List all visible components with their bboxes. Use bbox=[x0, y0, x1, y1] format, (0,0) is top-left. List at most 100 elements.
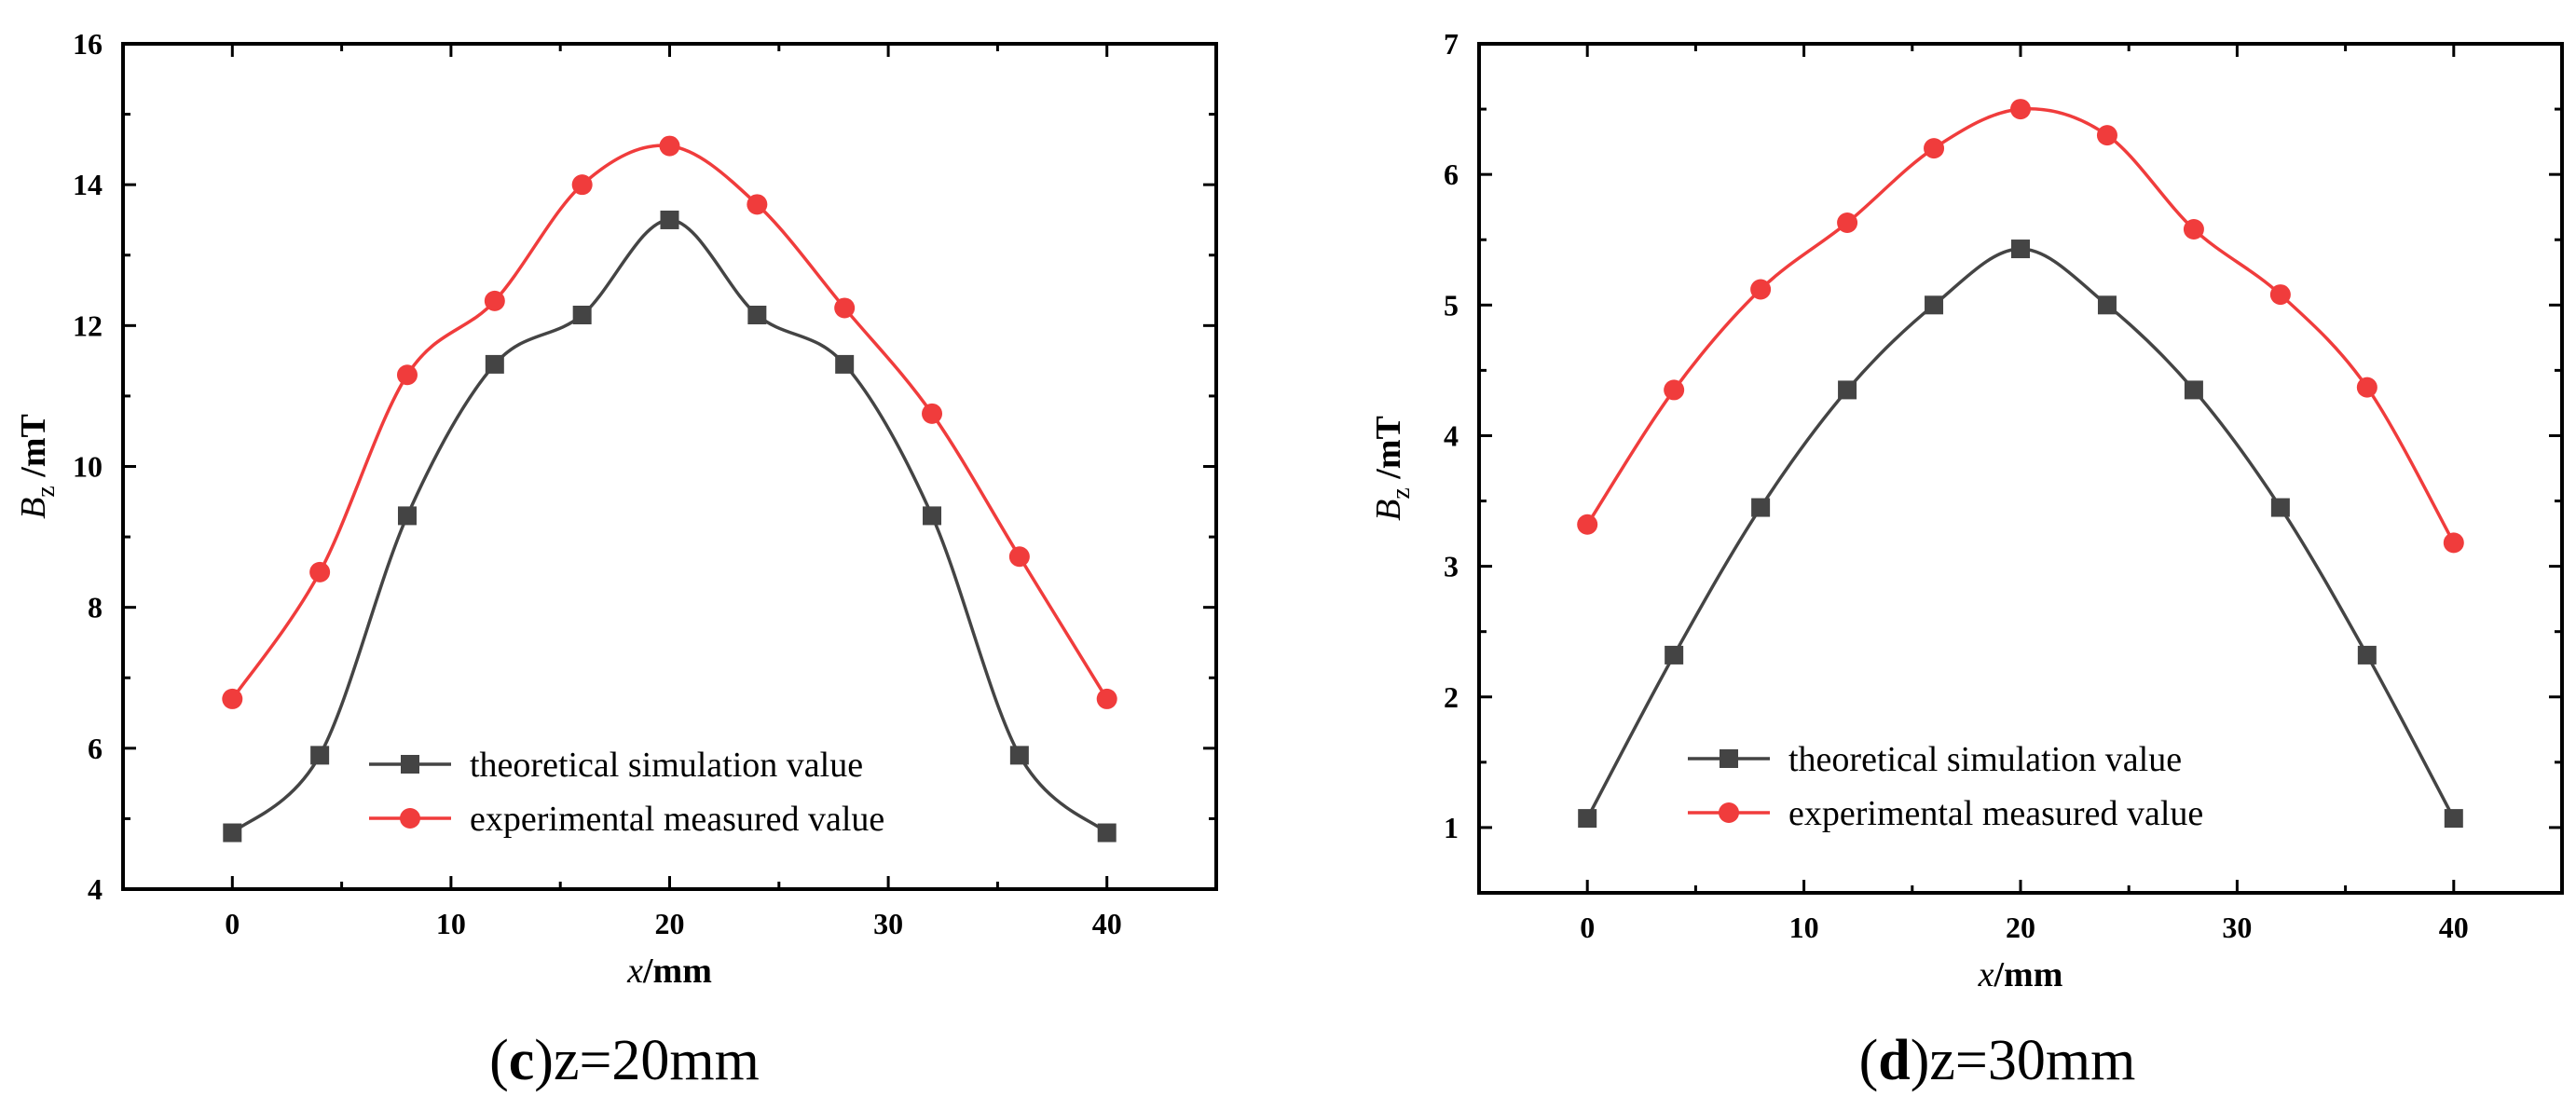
x-tick-label: 20 bbox=[655, 907, 685, 940]
data-point-circle bbox=[1750, 279, 1772, 300]
caption-prefix: ( bbox=[1859, 1029, 1879, 1092]
legend-label: theoretical simulation value bbox=[1788, 740, 2182, 779]
data-point-square bbox=[310, 746, 330, 765]
data-point-circle bbox=[1096, 688, 1117, 709]
x-tick-label: 40 bbox=[2439, 911, 2469, 944]
data-point-circle bbox=[922, 403, 943, 424]
y-tick-label: 7 bbox=[1444, 27, 1459, 61]
data-point-square bbox=[1751, 498, 1771, 517]
caption-rest: )z=30mm bbox=[1911, 1029, 2136, 1092]
data-point-circle bbox=[396, 364, 418, 386]
y-tick-label: 1 bbox=[1444, 811, 1459, 844]
y-tick-label: 3 bbox=[1444, 550, 1459, 583]
x-tick-label: 30 bbox=[2222, 911, 2252, 944]
data-point-square bbox=[2270, 498, 2290, 517]
data-point-square bbox=[1097, 823, 1117, 843]
data-point-square bbox=[2444, 809, 2463, 829]
x-tick-label: 40 bbox=[1092, 907, 1122, 940]
data-point-circle bbox=[2356, 377, 2377, 398]
legend-marker-square bbox=[401, 755, 419, 774]
x-axis-unit: /mm bbox=[642, 952, 712, 991]
y-axis-var: B bbox=[14, 498, 53, 519]
y-tick-label: 6 bbox=[88, 732, 103, 765]
data-point-circle bbox=[309, 561, 331, 582]
legend-marker-circle bbox=[400, 808, 420, 829]
data-point-square bbox=[923, 506, 942, 526]
legend-label: theoretical simulation value bbox=[470, 746, 863, 785]
x-tick-label: 10 bbox=[1789, 911, 1819, 944]
y-tick-label: 12 bbox=[73, 308, 103, 342]
data-point-square bbox=[223, 823, 242, 843]
legend-label: experimental measured value bbox=[1788, 794, 2203, 833]
caption-letter: d bbox=[1878, 1029, 1910, 1092]
y-tick-label: 14 bbox=[73, 168, 103, 201]
data-point-circle bbox=[1837, 212, 1858, 234]
data-point-circle bbox=[1008, 546, 1030, 568]
data-point-circle bbox=[2096, 125, 2117, 146]
data-point-square bbox=[1578, 809, 1597, 829]
data-point-circle bbox=[834, 297, 856, 319]
data-point-square bbox=[660, 210, 679, 229]
series-line bbox=[231, 218, 1108, 834]
caption-letter: c bbox=[509, 1029, 535, 1092]
y-tick-label: 4 bbox=[1444, 418, 1459, 452]
x-tick-label: 0 bbox=[1580, 911, 1595, 944]
data-point-circle bbox=[747, 194, 768, 215]
y-axis-sub: z bbox=[32, 486, 61, 497]
y-axis-sub: z bbox=[1387, 487, 1416, 499]
y-axis-title: Bz /mT bbox=[1369, 416, 1416, 521]
x-axis-title: x/mm bbox=[1978, 955, 2063, 994]
series-line bbox=[1585, 106, 2456, 544]
x-tick-label: 10 bbox=[436, 907, 466, 940]
chart-d: 0 10 20 30 40 1 2 3 4 5 6 7 x/mm Bz /mT theoretical si… bbox=[1369, 27, 2564, 1092]
legend-label: experimental measured value bbox=[470, 800, 884, 839]
data-point-circle bbox=[484, 290, 505, 311]
data-point-circle bbox=[2010, 99, 2031, 120]
chart-caption: (c)z=20mm bbox=[489, 1029, 760, 1092]
data-point-square bbox=[747, 305, 767, 324]
data-point-square bbox=[572, 305, 592, 324]
chart-c: 0 10 20 30 40 4 6 8 10 12 14 16 x/mm Bz /mT theoretica… bbox=[14, 27, 1218, 1092]
x-tick-label: 30 bbox=[873, 907, 903, 940]
data-point-circle bbox=[1664, 379, 1685, 401]
data-point-circle bbox=[659, 135, 680, 157]
legend-marker-circle bbox=[1719, 802, 1739, 823]
data-point-square bbox=[2357, 645, 2377, 665]
data-point-circle bbox=[2269, 284, 2291, 306]
data-point-circle bbox=[2443, 532, 2464, 554]
data-point-circle bbox=[1924, 138, 1945, 159]
y-axis-title: Bz /mT bbox=[14, 414, 61, 519]
y-tick-label: 2 bbox=[1444, 680, 1459, 714]
x-axis-unit: /mm bbox=[1994, 955, 2063, 994]
y-tick-label: 16 bbox=[73, 27, 103, 61]
data-point-circle bbox=[571, 174, 593, 196]
y-axis-unit: /mT bbox=[1369, 416, 1408, 487]
y-axis-unit: /mT bbox=[14, 414, 53, 486]
data-point-circle bbox=[222, 688, 243, 709]
x-tick-label: 20 bbox=[2006, 911, 2035, 944]
x-axis-title: x/mm bbox=[626, 952, 712, 991]
data-point-square bbox=[1838, 380, 1857, 400]
data-point-square bbox=[485, 354, 504, 374]
caption-rest: )z=20mm bbox=[534, 1029, 760, 1092]
data-point-square bbox=[2011, 240, 2030, 259]
data-point-square bbox=[2184, 380, 2203, 400]
x-axis-var: x bbox=[1978, 955, 1994, 994]
y-tick-label: 10 bbox=[73, 450, 103, 484]
x-axis-var: x bbox=[626, 952, 643, 991]
data-point-square bbox=[1665, 645, 1684, 665]
y-axis-var: B bbox=[1369, 500, 1408, 521]
data-point-square bbox=[1925, 295, 1944, 315]
chart-caption: (d)z=30mm bbox=[1859, 1029, 2136, 1092]
y-tick-label: 6 bbox=[1444, 158, 1459, 191]
y-tick-label: 8 bbox=[88, 591, 103, 624]
x-tick-label: 0 bbox=[225, 907, 240, 940]
y-tick-label: 4 bbox=[88, 872, 103, 906]
data-point-square bbox=[1009, 746, 1029, 765]
caption-prefix: ( bbox=[489, 1029, 509, 1092]
data-point-circle bbox=[2183, 219, 2204, 240]
data-point-square bbox=[2097, 295, 2117, 315]
legend-marker-square bbox=[1720, 749, 1738, 768]
data-point-circle bbox=[1577, 514, 1598, 535]
